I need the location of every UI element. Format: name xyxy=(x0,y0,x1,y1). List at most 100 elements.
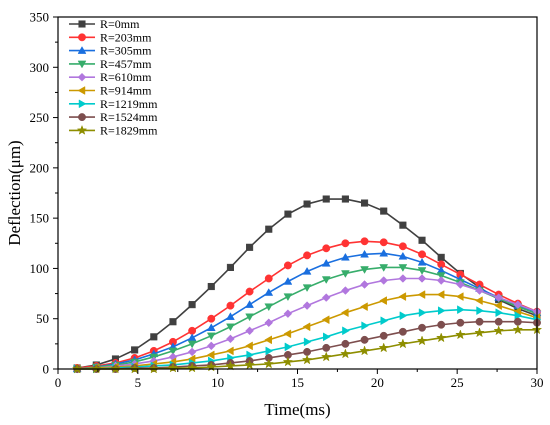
data-point xyxy=(456,318,465,327)
data-point xyxy=(437,306,446,316)
data-point xyxy=(244,359,255,370)
y-tick-label: 100 xyxy=(30,261,50,276)
y-tick-label: 150 xyxy=(30,211,50,226)
data-point xyxy=(303,251,312,260)
data-point xyxy=(264,288,274,296)
data-point xyxy=(283,293,293,302)
data-point xyxy=(264,318,274,328)
data-point xyxy=(475,296,483,306)
data-point xyxy=(226,323,235,332)
data-point xyxy=(398,292,407,301)
data-point xyxy=(455,329,466,340)
data-point xyxy=(206,332,216,341)
data-point xyxy=(380,207,388,215)
data-point xyxy=(282,356,294,367)
data-point xyxy=(495,308,504,318)
x-tick-label: 10 xyxy=(211,375,224,390)
data-point xyxy=(436,272,446,280)
legend-marker xyxy=(78,99,87,109)
data-point xyxy=(321,293,331,302)
data-point xyxy=(398,327,407,336)
data-point xyxy=(341,270,350,278)
legend-label: R=610mm xyxy=(100,70,152,84)
legend-item: R=457mm xyxy=(69,57,152,71)
y-tick-label: 300 xyxy=(30,60,50,75)
data-point xyxy=(379,264,389,272)
data-point xyxy=(360,237,369,246)
data-point xyxy=(206,341,216,351)
legend-marker xyxy=(78,20,86,28)
data-point xyxy=(437,320,446,329)
data-point xyxy=(302,284,312,293)
data-point xyxy=(284,342,293,352)
data-point xyxy=(418,236,426,244)
data-point xyxy=(187,333,197,342)
legend-label: R=1829mm xyxy=(100,123,158,137)
data-point xyxy=(245,313,254,322)
legend-label: R=457mm xyxy=(100,57,152,71)
x-tick-label: 0 xyxy=(55,375,62,390)
data-point xyxy=(474,327,485,338)
data-point xyxy=(417,257,427,266)
data-point xyxy=(206,323,216,331)
data-point xyxy=(360,302,368,312)
data-point xyxy=(379,331,388,340)
data-point xyxy=(417,290,426,299)
data-point xyxy=(457,305,465,315)
data-point xyxy=(340,308,349,318)
data-point xyxy=(322,195,330,203)
data-point xyxy=(361,199,369,207)
data-point xyxy=(417,267,427,275)
data-point xyxy=(360,266,369,274)
data-point xyxy=(207,314,216,323)
legend-item: R=305mm xyxy=(69,44,152,58)
data-point xyxy=(418,250,426,259)
data-point xyxy=(245,300,254,308)
x-tick-label: 30 xyxy=(531,375,544,390)
data-point xyxy=(226,263,234,271)
data-point xyxy=(225,346,234,356)
data-point xyxy=(418,308,427,318)
data-point xyxy=(435,332,447,343)
data-point xyxy=(322,244,331,253)
data-point xyxy=(150,333,158,341)
data-point xyxy=(283,329,292,339)
data-point xyxy=(398,242,407,251)
data-point xyxy=(360,280,369,289)
data-point xyxy=(303,337,312,347)
data-point xyxy=(476,306,484,316)
legend-item: R=203mm xyxy=(69,30,152,44)
x-tick-label: 25 xyxy=(451,375,464,390)
x-axis-title: Time(ms) xyxy=(264,400,330,419)
legend-marker xyxy=(76,124,88,135)
data-point xyxy=(418,323,426,332)
data-point xyxy=(494,301,502,311)
series-layer xyxy=(71,195,543,374)
x-tick-label: 15 xyxy=(291,375,304,390)
data-point xyxy=(207,282,215,291)
x-tick-label: 20 xyxy=(371,375,384,390)
data-point xyxy=(284,210,292,218)
data-point xyxy=(380,316,389,326)
data-point xyxy=(321,315,330,325)
data-point xyxy=(493,325,504,336)
legend-label: R=203mm xyxy=(100,30,152,44)
data-point xyxy=(342,326,350,336)
data-point xyxy=(246,243,254,251)
data-point xyxy=(226,334,235,344)
data-point xyxy=(494,317,503,326)
legend: R=0mmR=203mmR=305mmR=457mmR=610mmR=914mm… xyxy=(69,17,158,137)
data-point xyxy=(436,290,445,299)
data-point xyxy=(475,286,484,295)
data-point xyxy=(226,301,235,310)
data-point xyxy=(168,347,178,356)
legend-marker xyxy=(78,33,86,42)
data-point xyxy=(397,338,409,349)
legend-label: R=1524mm xyxy=(100,110,158,124)
legend-label: R=1219mm xyxy=(100,97,158,111)
legend-label: R=0mm xyxy=(100,17,140,31)
data-point xyxy=(186,362,198,373)
legend-item: R=1829mm xyxy=(69,123,158,137)
legend-item: R=0mm xyxy=(69,17,140,31)
